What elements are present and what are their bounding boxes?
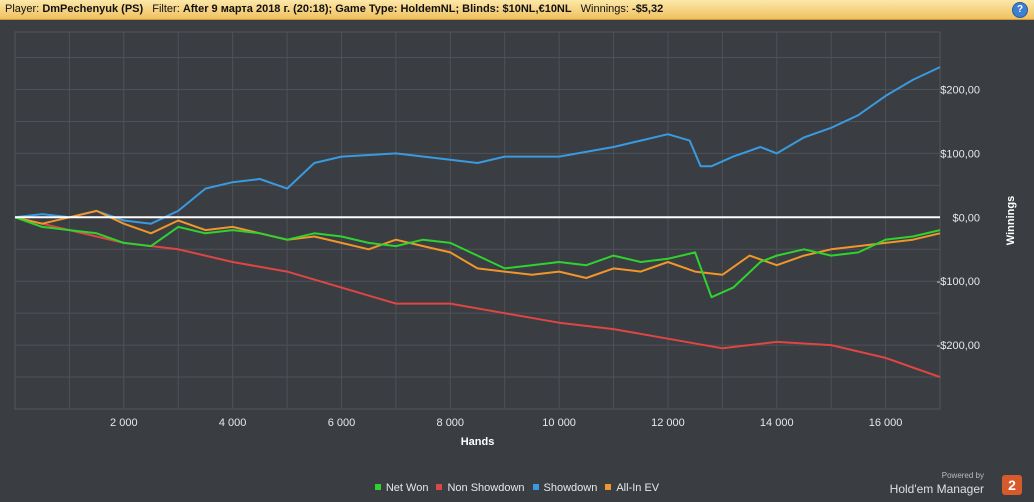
x-tick-label: 6 000 (328, 417, 356, 429)
legend-label: Non Showdown (447, 482, 525, 494)
winnings-value: -$5,32 (632, 3, 664, 15)
legend-label: All-In EV (616, 482, 660, 494)
winnings-graph: 2 000 4 000 6 000 8 000 10 000 12 000 14 000 16… (14, 31, 1017, 448)
brand-badge-icon: 2 (1002, 475, 1022, 495)
x-axis-title: Hands (461, 436, 495, 448)
legend-item[interactable]: Showdown (532, 482, 598, 494)
help-icon[interactable]: ? (1012, 2, 1028, 18)
legend-item[interactable]: Non Showdown (436, 482, 525, 494)
legend-item[interactable]: All-In EV (605, 482, 659, 494)
brand-name: Hold'em Manager (889, 482, 984, 496)
series-line-non-showdown (14, 216, 941, 379)
legend-swatch (436, 484, 443, 490)
legend-label: Net Won (385, 482, 429, 494)
legend-swatch (605, 484, 612, 490)
series-line-showdown (14, 66, 941, 225)
x-tick-label: 4 000 (219, 417, 247, 429)
y-axis-title: Winnings (1005, 196, 1017, 245)
powered-by-text: Powered by (941, 471, 984, 480)
legend-label: Showdown (543, 482, 598, 494)
series-line-all-in-ev (14, 209, 941, 279)
chart-legend: Net Won Non Showdown Showdown All-In EV (0, 482, 1034, 494)
filter-label: Filter: (152, 3, 180, 15)
plot-area (14, 31, 941, 410)
player-value: DmPechenyuk (PS) (42, 3, 144, 15)
brand-logo: Powered by Hold'em Manager 2 (889, 471, 1022, 499)
legend-swatch (532, 484, 539, 490)
x-tick-label: 12 000 (651, 417, 685, 429)
x-tick-label: 8 000 (437, 417, 465, 429)
series-line-net-won (14, 216, 941, 299)
x-tick-label: 2 000 (110, 417, 138, 429)
x-tick-label: 16 000 (869, 417, 903, 429)
y-tick-label: $200,00 (940, 85, 980, 97)
y-tick-label: -$200,00 (937, 340, 980, 352)
y-tick-label: -$100,00 (937, 276, 980, 288)
y-tick-label: $100,00 (940, 148, 980, 160)
winnings-label: Winnings: (580, 3, 629, 15)
filter-value: After 9 марта 2018 г. (20:18); Game Type… (182, 3, 572, 15)
y-tick-label: $0,00 (952, 212, 980, 224)
filter-header-bar: Player: DmPechenyuk (PS) Filter: After 9… (0, 0, 1034, 20)
legend-swatch (374, 484, 381, 490)
x-tick-label: 14 000 (760, 417, 794, 429)
x-tick-label: 10 000 (542, 417, 576, 429)
player-label: Player: (5, 3, 40, 15)
legend-item[interactable]: Net Won (374, 482, 429, 494)
